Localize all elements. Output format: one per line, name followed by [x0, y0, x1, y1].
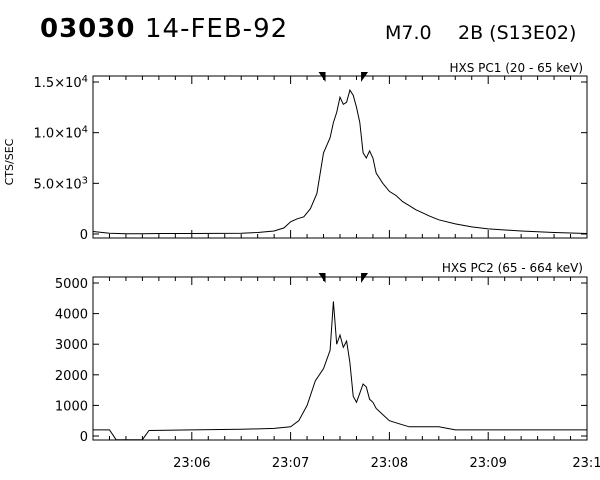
- xtick-label: 23:06: [173, 456, 210, 471]
- pc2-ytick-label: 4000: [55, 308, 88, 323]
- pc2-ytick-label: 1000: [55, 399, 88, 414]
- event-id: 03030: [40, 14, 136, 44]
- pc1-ytick-label: 0: [80, 228, 88, 243]
- pc2-title: HXS PC2 (65 - 664 keV): [442, 261, 583, 275]
- xtick-label: 23:1: [572, 456, 600, 471]
- pc2-interval-marker: [361, 273, 369, 283]
- pc2-ytick-label: 0: [80, 430, 88, 445]
- pc2-plot-frame: [92, 276, 588, 441]
- flare-info: 2B (S13E02): [458, 22, 577, 44]
- pc1-ytick-label: 1.0×104: [34, 124, 88, 142]
- pc1-series-line: [92, 88, 588, 235]
- pc2-ytick-label: 3000: [55, 338, 88, 353]
- pc1-ytick-label: 5.0×103: [34, 175, 88, 193]
- xtick-label: 23:09: [469, 456, 506, 471]
- pc1-plot-frame: [92, 75, 588, 239]
- pc2-ytick-label: 5000: [55, 277, 88, 292]
- pc2-ytick-label: 2000: [55, 369, 88, 384]
- event-date: 14-FEB-92: [145, 14, 289, 44]
- xtick-label: 23:07: [272, 456, 309, 471]
- pc1-interval-marker: [361, 72, 369, 82]
- pc1-interval-marker: [318, 72, 326, 82]
- pc2-series-line: [93, 301, 587, 441]
- xtick-label: 23:08: [371, 456, 408, 471]
- pc2-interval-marker: [318, 273, 326, 283]
- pc1-panel: HXS PC1 (20 - 65 keV) CTS/SEC 0 5.0×103 1.…: [3, 61, 588, 243]
- pc2-panel: HXS PC2 (65 - 664 keV) 0 1000 2000 3000 4000…: [55, 261, 600, 471]
- flare-class: M7.0: [385, 22, 432, 44]
- pc1-ytick-label: 1.5×104: [34, 74, 88, 92]
- pc1-ylabel: CTS/SEC: [3, 138, 16, 185]
- pc1-title: HXS PC1 (20 - 65 keV): [449, 61, 583, 75]
